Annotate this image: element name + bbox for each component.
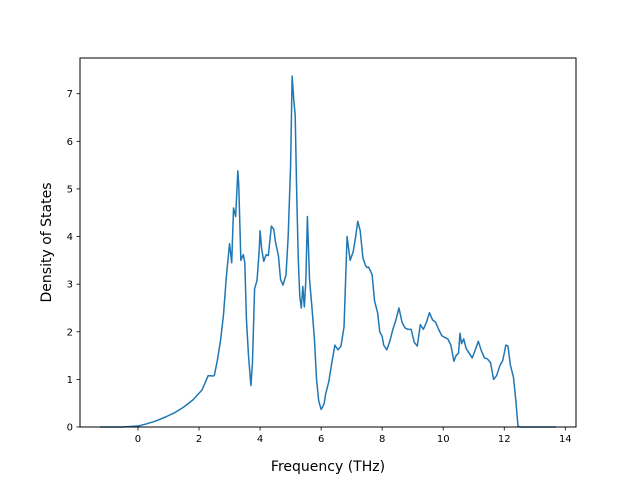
- y-tick-label: 5: [67, 184, 73, 195]
- plot-area: [80, 58, 576, 427]
- y-tick-label: 6: [67, 137, 73, 148]
- y-tick-label: 3: [67, 280, 73, 291]
- plot-frame: [79, 57, 577, 428]
- x-tick-label: 14: [559, 434, 572, 445]
- x-axis-label: Frequency (THz): [271, 459, 385, 475]
- series-layer: [99, 75, 557, 428]
- y-tick-label: 0: [67, 423, 73, 434]
- x-tick-label: 0: [135, 434, 141, 445]
- y-tick-label: 1: [67, 375, 73, 386]
- x-tick-label: 8: [379, 434, 385, 445]
- y-tick-label: 2: [67, 327, 73, 338]
- y-tick-label: 7: [67, 89, 73, 100]
- x-tick-label: 10: [437, 434, 450, 445]
- x-tick-label: 2: [196, 434, 202, 445]
- dos-series-line: [99, 75, 557, 428]
- x-tick-label: 4: [257, 434, 263, 445]
- x-tick-label: 12: [498, 434, 511, 445]
- x-tick-label: 6: [318, 434, 324, 445]
- y-tick-label: 4: [67, 232, 73, 243]
- y-axis-label: Density of States: [39, 183, 55, 303]
